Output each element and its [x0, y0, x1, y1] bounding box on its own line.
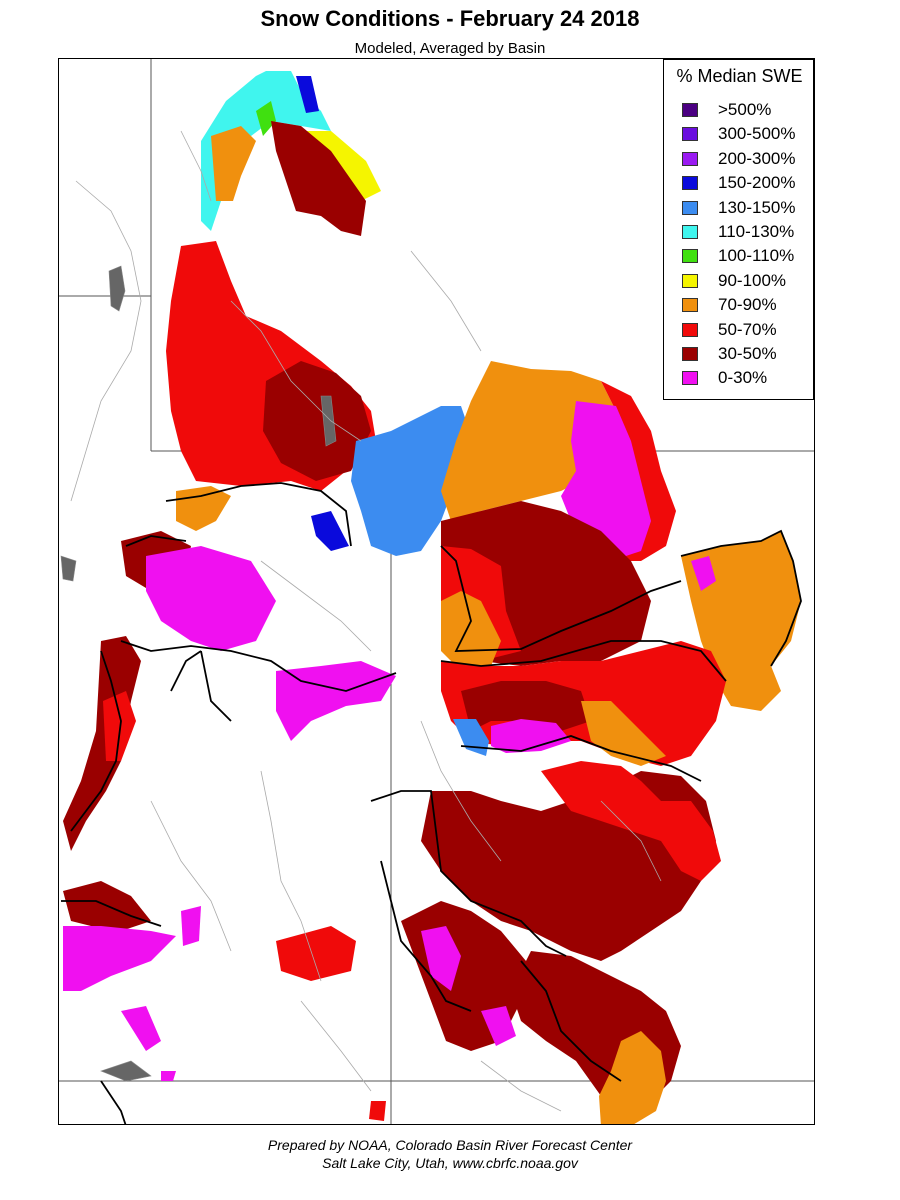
basin-magenta-tiny [161, 1071, 176, 1081]
basin-darkred-gunnison [461, 681, 591, 731]
legend-swatch [682, 176, 698, 191]
basin-magenta-central [276, 661, 396, 741]
basin-orange-green [176, 486, 231, 531]
waterbodies [60, 265, 337, 1082]
legend-label: 90-100% [718, 270, 787, 290]
legend-label: 300-500% [718, 124, 796, 144]
lake [320, 395, 337, 447]
legend-label: 150-200% [718, 173, 796, 193]
legend-swatch [682, 249, 698, 264]
legend-label: 30-50% [718, 344, 777, 363]
legend-swatch [682, 200, 698, 215]
legend-swatch [682, 225, 698, 239]
basin-magenta-gunnison [491, 719, 571, 753]
basin-darkred-green [263, 361, 371, 481]
basin-blue-dark [311, 511, 349, 551]
basin-magenta-paria [181, 906, 201, 946]
basin-cyan [201, 71, 331, 231]
lake [60, 555, 77, 582]
legend-label: 70-90% [718, 295, 777, 315]
legend-swatch [682, 322, 698, 337]
legend-label: >500% [718, 100, 772, 119]
basin-orange-north [211, 126, 256, 201]
basin-magenta-yampa [561, 401, 651, 561]
legend-label: 50-70% [718, 319, 777, 339]
rivers [70, 130, 662, 1112]
basin-darkred-sevier [63, 636, 141, 851]
basin-boundaries [61, 482, 802, 1124]
lake [100, 1060, 152, 1082]
footer-website: Salt Lake City, Utah, www.cbrfc.noaa.gov [322, 1155, 578, 1171]
legend-swatch [682, 103, 698, 117]
basin-orange-colorado [441, 591, 501, 666]
basin-magenta-south [481, 1006, 516, 1046]
legend-label: 200-300% [718, 148, 796, 168]
basin-orange-gunnison [581, 701, 666, 766]
legend-swatch [682, 273, 698, 288]
basin-magenta-west [146, 546, 276, 651]
basin-fills [63, 71, 801, 1124]
footer-credit: Prepared by NOAA, Colorado Basin River F… [267, 1137, 633, 1153]
basin-orange-southeast [599, 1031, 666, 1124]
legend-swatch [682, 371, 698, 386]
basin-darkred-north [271, 121, 366, 236]
legend: % Median SWE >500% 300-500% 200-300% 150-20… [663, 59, 814, 400]
legend-label: 110-130% [718, 222, 795, 241]
basin-magenta-southwest [63, 926, 176, 991]
legend-title: % Median SWE [676, 66, 803, 86]
legend-swatch [682, 151, 698, 166]
map-title: Snow Conditions - February 24 2018 [260, 6, 640, 31]
legend-label: 100-110% [718, 246, 795, 266]
basin-red-sanjuan [541, 761, 721, 881]
legend-label: 0-30% [718, 368, 768, 388]
legend-swatch [682, 347, 698, 361]
basin-green [256, 101, 276, 136]
legend-swatch [682, 127, 698, 142]
basin-magenta-virgin [121, 1006, 161, 1051]
legend-swatch [682, 298, 698, 313]
basin-blue-green [351, 406, 473, 556]
basin-blue-north [296, 76, 319, 113]
basin-red-paria [276, 926, 356, 981]
map-subtitle: Modeled, Averaged by Basin [354, 40, 546, 57]
snow-map [59, 59, 814, 1124]
basin-magenta-east [691, 556, 716, 591]
legend-label: 130-150% [718, 197, 796, 217]
lake [108, 265, 126, 312]
basin-red-south [369, 1101, 386, 1121]
